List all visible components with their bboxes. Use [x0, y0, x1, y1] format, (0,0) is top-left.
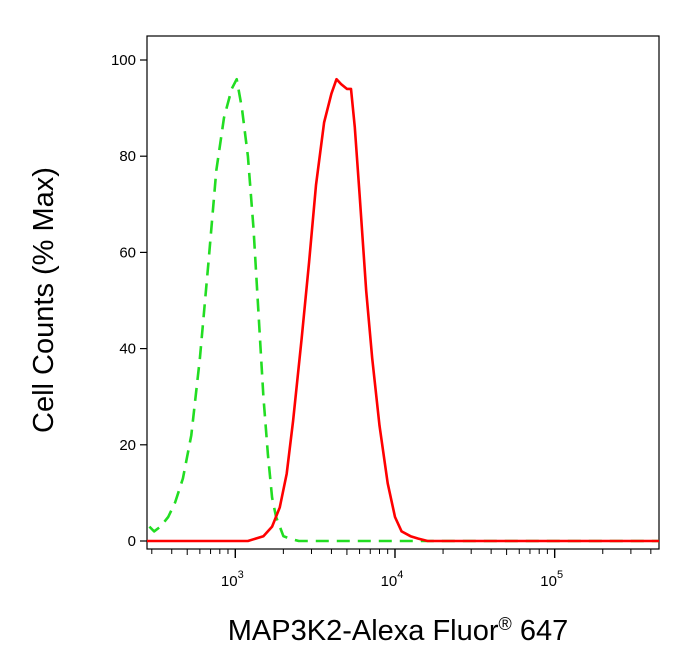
x-axis-title: MAP3K2-Alexa Fluor® 647 [228, 614, 569, 647]
y-tick-label: 20 [119, 437, 136, 454]
series-layer [147, 77, 659, 543]
series-line-1 [148, 77, 659, 543]
y-tick-label: 0 [128, 533, 136, 550]
x-tick-label: 104 [381, 569, 404, 590]
x-tick-label: 105 [540, 569, 563, 590]
x-axis-title-suffix: 647 [512, 615, 568, 647]
y-tick-label: 60 [119, 244, 136, 261]
y-axis-title: Cell Counts (% Max) [28, 167, 60, 433]
series-line-2 [147, 77, 659, 543]
x-tick-label: 103 [221, 569, 244, 590]
plot-frame [146, 35, 660, 550]
y-tick-label: 100 [111, 52, 136, 69]
y-tick-label: 40 [119, 341, 136, 358]
x-axis-title-main: MAP3K2-Alexa Fluor [228, 615, 499, 647]
x-axis-ticks: 103 104 105 [151, 549, 652, 590]
y-tick-label: 80 [119, 148, 136, 165]
registered-mark: ® [499, 614, 512, 634]
y-axis-ticks: 0 20 40 60 80 100 [111, 52, 147, 550]
